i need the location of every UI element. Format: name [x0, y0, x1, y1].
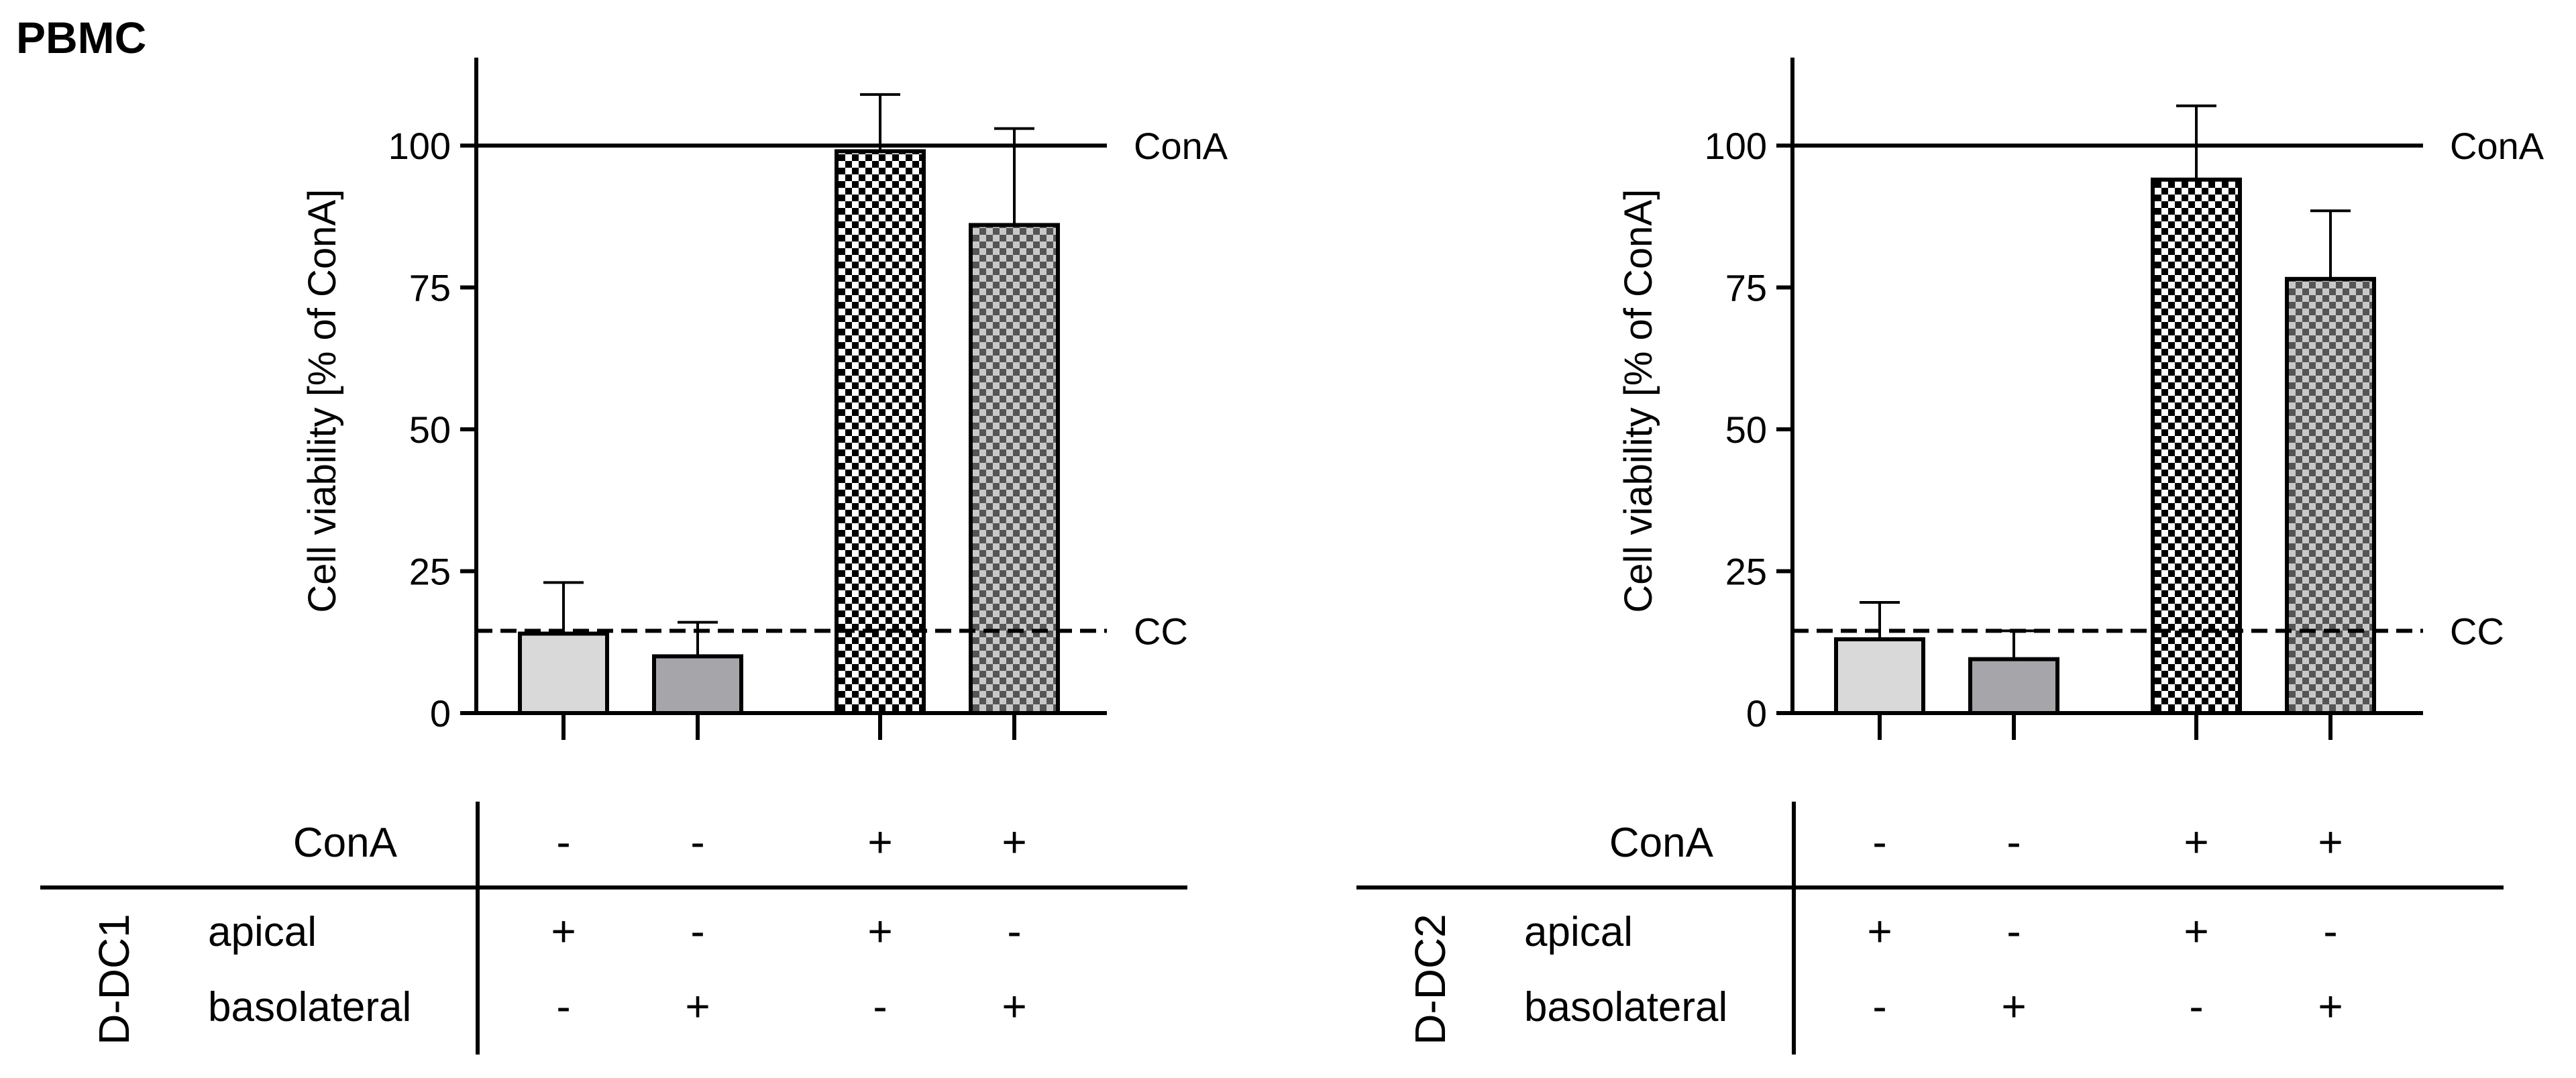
- condition-mark: -: [873, 982, 887, 1030]
- condition-mark: +: [2318, 818, 2343, 866]
- condition-row-label: ConA: [293, 820, 398, 866]
- group-label: D-DC2: [1406, 914, 1454, 1045]
- condition-row-label: basolateral: [208, 984, 411, 1030]
- condition-mark: +: [685, 982, 710, 1030]
- figure-title: PBMC: [16, 13, 147, 62]
- condition-mark: -: [2006, 818, 2021, 866]
- cc-reference-label: CC: [2450, 610, 2504, 652]
- condition-row-label: apical: [1524, 909, 1633, 955]
- y-tick-label: 100: [1705, 125, 1767, 167]
- y-tick-label: 0: [1746, 692, 1767, 735]
- condition-mark: -: [1872, 818, 1886, 866]
- condition-mark: -: [1007, 907, 1021, 955]
- y-axis-label: Cell viability [% of ConA]: [301, 189, 344, 613]
- bar: [1834, 637, 1925, 716]
- condition-mark: +: [1002, 818, 1026, 866]
- cc-reference-label: CC: [1134, 610, 1188, 652]
- condition-mark: -: [556, 818, 570, 866]
- condition-mark: +: [867, 907, 892, 955]
- bar: [652, 654, 743, 716]
- bar: [2285, 276, 2376, 715]
- cona-reference-label: ConA: [1134, 125, 1228, 167]
- bar: [2151, 177, 2242, 715]
- y-tick-label: 25: [409, 551, 451, 593]
- condition-mark: +: [2184, 818, 2208, 866]
- condition-row-label: apical: [208, 909, 317, 955]
- condition-row-label: ConA: [1609, 820, 1714, 866]
- condition-mark: +: [551, 907, 576, 955]
- y-tick-label: 100: [388, 125, 451, 167]
- condition-mark: +: [1867, 907, 1892, 955]
- condition-mark: -: [2189, 982, 2203, 1030]
- condition-mark: -: [2323, 907, 2337, 955]
- cona-reference-label: ConA: [2450, 125, 2544, 167]
- chart-panel-left: 0 25 50 75 100 Cell viability [% of ConA] ConA…: [40, 57, 1228, 1055]
- group-label: D-DC1: [90, 914, 138, 1045]
- bar: [969, 223, 1060, 715]
- condition-mark: +: [1002, 982, 1026, 1030]
- y-tick-label: 25: [1725, 551, 1767, 593]
- condition-mark: -: [556, 982, 570, 1030]
- y-tick-label: 0: [430, 692, 451, 735]
- y-axis-label: Cell viability [% of ConA]: [1617, 189, 1660, 613]
- bar: [1968, 657, 2059, 716]
- bar: [835, 149, 926, 715]
- bar: [518, 631, 609, 715]
- condition-row-label: basolateral: [1524, 984, 1727, 1030]
- y-tick-label: 50: [409, 409, 451, 451]
- condition-mark: -: [690, 818, 704, 866]
- y-tick-label: 75: [1725, 267, 1767, 309]
- y-tick-label: 75: [409, 267, 451, 309]
- condition-mark: -: [1872, 982, 1886, 1030]
- y-tick-label: 50: [1725, 409, 1767, 451]
- condition-mark: +: [867, 818, 892, 866]
- condition-mark: -: [690, 907, 704, 955]
- chart-panel-right: 0 25 50 75 100 Cell viability [% of ConA] ConA…: [1356, 57, 2544, 1055]
- condition-mark: +: [2184, 907, 2208, 955]
- condition-mark: -: [2006, 907, 2021, 955]
- condition-mark: +: [2318, 982, 2343, 1030]
- condition-mark: +: [2001, 982, 2026, 1030]
